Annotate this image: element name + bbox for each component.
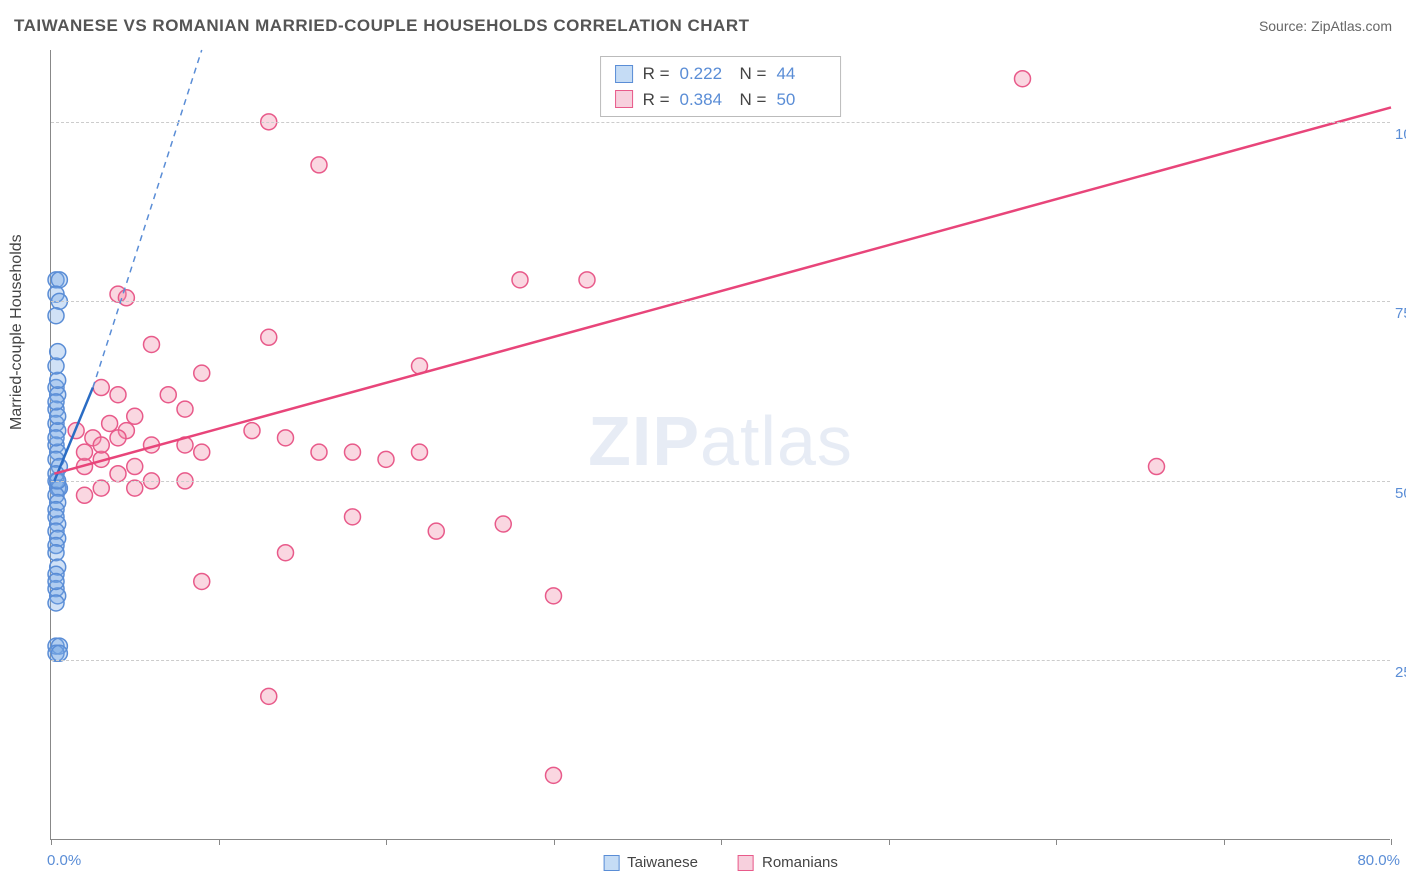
swatch-romanians (615, 90, 633, 108)
data-point (127, 480, 143, 496)
source-attribution: Source: ZipAtlas.com (1259, 18, 1392, 34)
legend-item-romanians: Romanians (738, 854, 838, 871)
data-point (127, 459, 143, 475)
data-point (77, 444, 93, 460)
data-point (110, 430, 126, 446)
data-point (48, 430, 64, 446)
x-tick (889, 839, 890, 845)
data-point (311, 444, 327, 460)
data-point (278, 545, 294, 561)
data-point (48, 573, 64, 589)
x-tick (721, 839, 722, 845)
r-label: R = (643, 87, 670, 113)
data-point (194, 573, 210, 589)
data-point (144, 336, 160, 352)
r-label: R = (643, 61, 670, 87)
data-point (93, 437, 109, 453)
data-point (77, 487, 93, 503)
n-label: N = (740, 61, 767, 87)
data-point (110, 387, 126, 403)
data-point (48, 595, 64, 611)
stats-row-romanians: R = 0.384 N = 50 (615, 87, 827, 113)
data-point (93, 380, 109, 396)
data-point (278, 430, 294, 446)
x-tick (1391, 839, 1392, 845)
data-point (194, 365, 210, 381)
legend-swatch-romanians (738, 855, 754, 871)
legend-label-taiwanese: Taiwanese (627, 854, 698, 871)
data-point (495, 516, 511, 532)
n-label: N = (740, 87, 767, 113)
data-point (261, 688, 277, 704)
y-tick-label: 100.0% (1395, 126, 1406, 143)
x-axis-min-label: 0.0% (47, 852, 81, 869)
x-tick (554, 839, 555, 845)
data-point (261, 329, 277, 345)
legend-item-taiwanese: Taiwanese (603, 854, 698, 871)
data-point (160, 387, 176, 403)
data-point (1149, 459, 1165, 475)
data-point (51, 272, 67, 288)
data-point (51, 645, 67, 661)
chart-title: TAIWANESE VS ROMANIAN MARRIED-COUPLE HOU… (14, 16, 750, 36)
data-point (50, 344, 66, 360)
data-point (579, 272, 595, 288)
data-point (48, 394, 64, 410)
y-tick-label: 25.0% (1395, 664, 1406, 681)
data-point (48, 545, 64, 561)
x-axis-max-label: 80.0% (1357, 852, 1400, 869)
gridline (51, 660, 1390, 661)
y-tick-label: 50.0% (1395, 485, 1406, 502)
plot-area: ZIPatlas R = 0.222 N = 44 R = 0.384 N = … (50, 50, 1390, 840)
data-point (311, 157, 327, 173)
x-tick (1056, 839, 1057, 845)
n-value-romanians: 50 (776, 87, 826, 113)
chart-container: TAIWANESE VS ROMANIAN MARRIED-COUPLE HOU… (0, 0, 1406, 892)
data-point (512, 272, 528, 288)
data-point (194, 444, 210, 460)
y-axis-label: Married-couple Households (8, 234, 26, 430)
header: TAIWANESE VS ROMANIAN MARRIED-COUPLE HOU… (14, 12, 1392, 40)
legend-label-romanians: Romanians (762, 854, 838, 871)
x-tick (386, 839, 387, 845)
r-value-romanians: 0.384 (680, 87, 730, 113)
data-point (102, 415, 118, 431)
data-point (177, 401, 193, 417)
data-point (412, 444, 428, 460)
series-legend: Taiwanese Romanians (603, 854, 838, 871)
data-point (546, 767, 562, 783)
data-point (378, 451, 394, 467)
data-point (345, 509, 361, 525)
trend-line (54, 107, 1391, 473)
data-point (50, 408, 66, 424)
legend-swatch-taiwanese (603, 855, 619, 871)
y-tick-label: 75.0% (1395, 305, 1406, 322)
x-tick (51, 839, 52, 845)
r-value-taiwanese: 0.222 (680, 61, 730, 87)
gridline (51, 481, 1390, 482)
n-value-taiwanese: 44 (776, 61, 826, 87)
data-point (50, 372, 66, 388)
data-point (48, 358, 64, 374)
gridline (51, 301, 1390, 302)
chart-svg (51, 50, 1390, 839)
swatch-taiwanese (615, 65, 633, 83)
data-point (48, 308, 64, 324)
data-point (244, 423, 260, 439)
x-tick (1224, 839, 1225, 845)
x-tick (219, 839, 220, 845)
data-point (428, 523, 444, 539)
data-point (1015, 71, 1031, 87)
data-point (110, 466, 126, 482)
stats-legend-box: R = 0.222 N = 44 R = 0.384 N = 50 (600, 56, 842, 117)
gridline (51, 122, 1390, 123)
data-point (127, 408, 143, 424)
stats-row-taiwanese: R = 0.222 N = 44 (615, 61, 827, 87)
data-point (345, 444, 361, 460)
data-point (546, 588, 562, 604)
data-point (93, 480, 109, 496)
